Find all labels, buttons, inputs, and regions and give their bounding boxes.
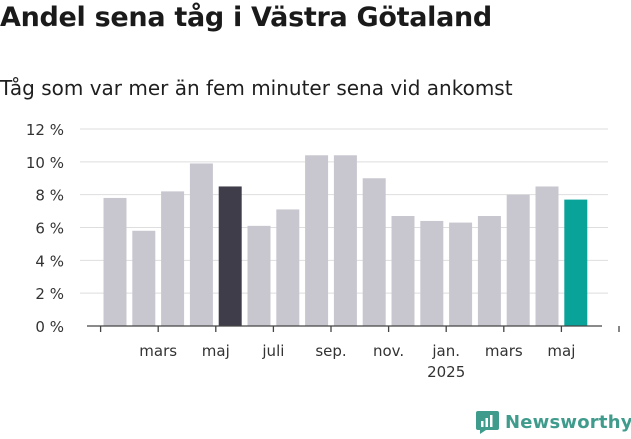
newsworthy-logo: Newsworthy (476, 407, 631, 437)
bar (564, 199, 588, 326)
x-tick-label: mars (139, 342, 177, 360)
bar (132, 230, 156, 326)
bar-chart: 0 % 2 % 4 % 6 % 8 % 10 % 12 % mars maj juli sep. no… (26, 121, 620, 381)
bar (218, 186, 242, 326)
y-tick-label: 4 % (35, 252, 64, 270)
newsworthy-logo-icon (476, 410, 499, 434)
bar (420, 220, 444, 326)
bar (305, 155, 329, 326)
x-tick-label: juli (261, 342, 284, 360)
bar (189, 163, 213, 326)
chart-subtitle: Tåg som var mer än fem minuter sena vid … (0, 76, 513, 100)
x-tick-sublabel: 2025 (427, 363, 465, 381)
y-tick-label: 12 % (26, 121, 64, 139)
bar (477, 216, 501, 326)
bar (506, 194, 530, 326)
x-tick-label: nov. (373, 342, 404, 360)
bar (391, 216, 415, 326)
bar (535, 186, 559, 326)
chart-title: Andel sena tåg i Västra Götaland (0, 2, 492, 33)
x-tick-label: maj (547, 342, 575, 360)
bar (161, 191, 185, 326)
y-tick-label: 10 % (26, 154, 64, 172)
y-tick-label: 8 % (35, 187, 64, 205)
bar (103, 197, 127, 326)
y-tick-label: 6 % (35, 220, 64, 238)
x-tick-label: jan. (431, 342, 460, 360)
y-tick-label: 0 % (35, 318, 64, 336)
bar (362, 178, 386, 326)
x-tick-label: sep. (315, 342, 346, 360)
bar (333, 155, 357, 326)
x-tick-label: maj (202, 342, 230, 360)
bar (449, 222, 473, 326)
x-tick-label: mars (485, 342, 523, 360)
brand-name: Newsworthy (505, 411, 631, 433)
y-tick-label: 2 % (35, 285, 64, 303)
bar (247, 225, 271, 326)
bar (276, 209, 300, 326)
